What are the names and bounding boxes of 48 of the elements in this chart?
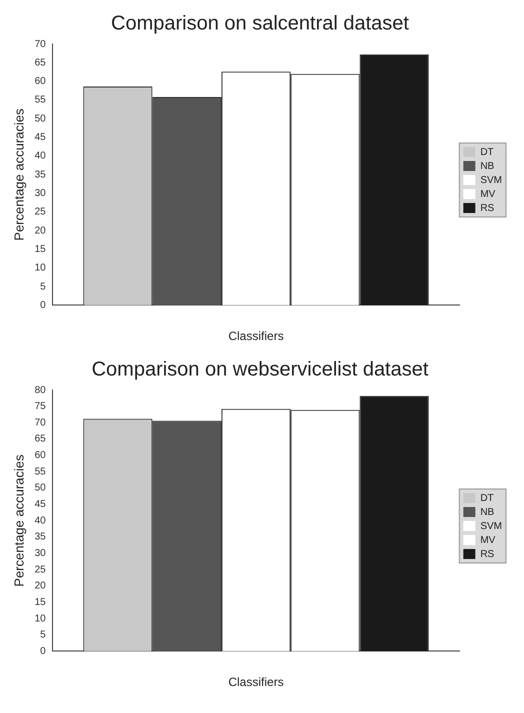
x-axis-title: Classifiers: [228, 329, 284, 344]
y-tick-label: 25: [34, 564, 46, 576]
legend-label: SVM: [480, 174, 502, 186]
y-tick-label: 0: [40, 300, 46, 311]
y-tick-label: 10: [34, 613, 46, 624]
x-axis-title: Classifiers: [228, 675, 284, 690]
y-tick-label: 45: [34, 499, 46, 510]
y-tick-label: 20: [34, 580, 46, 592]
y-tick-label: 70: [34, 38, 46, 50]
y-tick-label: 70: [34, 417, 46, 428]
y-axis-title: Percentage accuracies: [11, 454, 26, 587]
legend-label: NB: [480, 506, 495, 518]
y-tick-label: 60: [34, 76, 46, 88]
legend-label: SVM: [480, 520, 502, 532]
y-tick-label: 30: [34, 548, 46, 559]
legend-label: RS: [480, 548, 495, 560]
y-tick-label: 15: [34, 244, 46, 255]
y-tick-label: 40: [34, 515, 46, 526]
legend-label: NB: [480, 160, 495, 172]
y-tick-label: 10: [34, 262, 46, 274]
y-tick-label: 55: [34, 466, 46, 478]
y-tick-label: 80: [34, 384, 46, 396]
y-tick-label: 35: [34, 532, 46, 543]
y-tick-label: 0: [40, 646, 46, 657]
legend-label: DT: [480, 492, 494, 504]
y-tick-label: 25: [34, 206, 46, 218]
y-tick-label: 60: [34, 450, 46, 462]
y-tick-label: 75: [34, 401, 46, 412]
y-tick-label: 40: [34, 150, 46, 162]
chart-title: Comparison on salcentral dataset: [111, 12, 410, 35]
y-tick-label: 5: [40, 630, 46, 641]
legend-label: MV: [480, 188, 496, 200]
y-tick-label: 65: [34, 434, 46, 445]
chart-title: Comparison on webservicelist dataset: [92, 358, 429, 381]
y-tick-label: 50: [34, 482, 46, 494]
y-tick-label: 65: [34, 57, 46, 68]
legend-label: DT: [480, 146, 494, 158]
y-tick-label: 35: [34, 169, 46, 180]
y-tick-label: 45: [34, 132, 46, 144]
y-tick-label: 5: [40, 281, 46, 292]
y-tick-label: 50: [34, 113, 46, 124]
legend-label: MV: [480, 534, 496, 546]
y-tick-label: 15: [34, 596, 46, 608]
y-axis-title: Percentage accuracies: [11, 108, 26, 241]
y-tick-label: 30: [34, 188, 46, 200]
y-tick-label: 20: [34, 225, 46, 236]
y-tick-label: 55: [34, 94, 46, 106]
legend-label: RS: [480, 202, 495, 214]
